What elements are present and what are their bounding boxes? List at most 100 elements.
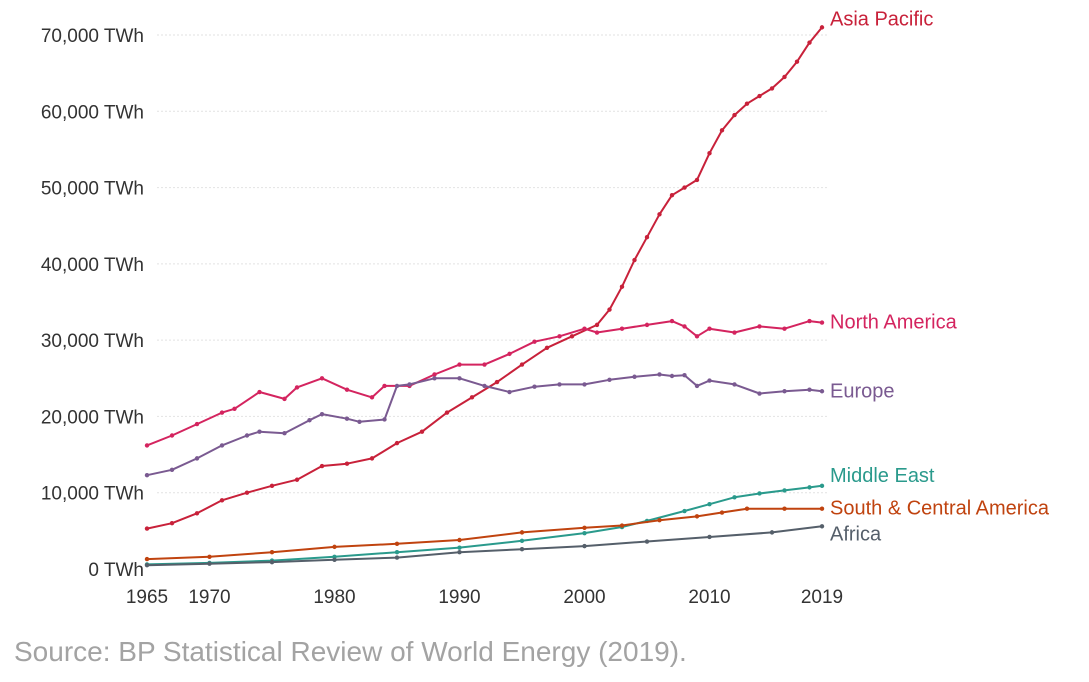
x-tick-label: 2010: [688, 587, 730, 608]
data-point-europe: [707, 378, 712, 383]
series-label-south-central-america: South & Central America: [830, 498, 1050, 520]
data-point-europe: [257, 429, 262, 434]
data-point-south-central-america: [582, 525, 587, 531]
data-point-asia-pacific: [707, 151, 712, 156]
data-point-europe: [169, 467, 175, 473]
data-point-europe: [557, 382, 562, 387]
data-point-middle-east: [332, 554, 337, 559]
data-point-europe: [482, 383, 487, 389]
data-point-europe: [669, 373, 675, 379]
data-point-asia-pacific: [607, 307, 612, 312]
data-point-asia-pacific: [694, 177, 700, 183]
data-point-asia-pacific: [219, 498, 225, 503]
data-point-europe: [407, 382, 412, 387]
data-point-africa: [144, 562, 150, 568]
data-point-south-central-america: [819, 506, 825, 511]
series-label-asia-pacific: Asia Pacific: [830, 8, 933, 30]
data-point-south-central-america: [657, 517, 662, 523]
data-point-asia-pacific: [444, 410, 450, 415]
data-point-south-central-america: [207, 554, 212, 559]
y-tick-label: 20,000 TWh: [41, 407, 144, 428]
data-point-asia-pacific: [757, 93, 762, 99]
data-point-north-america: [507, 351, 512, 357]
data-point-middle-east: [457, 545, 462, 550]
data-point-south-central-america: [782, 506, 787, 511]
data-point-asia-pacific: [807, 40, 812, 45]
data-point-europe: [807, 387, 812, 392]
data-point-asia-pacific: [394, 440, 400, 446]
data-point-south-central-america: [719, 510, 725, 515]
data-point-europe: [819, 389, 825, 394]
data-point-south-central-america: [694, 514, 700, 519]
series-labels: Asia Pacific North America Europe Middle Ea…: [830, 8, 1050, 545]
data-point-europe: [194, 456, 200, 461]
data-point-asia-pacific: [244, 490, 250, 495]
data-point-asia-pacific: [769, 86, 775, 91]
data-point-europe: [357, 419, 362, 424]
series-line-north-america: [146, 320, 823, 447]
data-point-asia-pacific: [419, 429, 425, 434]
data-point-asia-pacific: [732, 112, 737, 118]
data-point-asia-pacific: [544, 345, 550, 350]
data-point-europe: [282, 431, 287, 436]
data-point-asia-pacific: [194, 511, 200, 516]
data-point-south-central-america: [457, 537, 462, 543]
data-point-north-america: [319, 376, 325, 381]
data-point-south-central-america: [144, 556, 150, 562]
y-axis: 0 TWh 10,000 TWh 20,000 TWh 30,000 TWh 40,00…: [41, 26, 144, 581]
y-tick-label: 0 TWh: [88, 560, 144, 581]
data-point-north-america: [782, 326, 787, 331]
data-point-asia-pacific: [669, 193, 675, 198]
data-point-north-america: [232, 406, 237, 411]
data-point-middle-east: [707, 501, 712, 507]
series-line-asia-pacific: [146, 26, 823, 530]
data-point-north-america: [257, 389, 262, 395]
data-point-north-america: [432, 372, 437, 377]
data-point-asia-pacific: [644, 234, 650, 240]
data-point-north-america: [282, 396, 287, 402]
data-point-middle-east: [682, 508, 687, 514]
data-point-europe: [307, 418, 312, 423]
data-point-europe: [219, 443, 225, 448]
data-point-asia-pacific: [569, 334, 575, 339]
data-point-middle-east: [519, 538, 525, 543]
data-point-middle-east: [807, 485, 812, 490]
data-point-europe: [732, 382, 737, 387]
data-point-asia-pacific: [619, 284, 625, 289]
data-point-north-america: [194, 421, 200, 427]
data-point-asia-pacific: [269, 483, 275, 489]
series-label-north-america: North America: [830, 312, 958, 334]
data-point-middle-east: [582, 530, 587, 536]
data-point-north-america: [682, 324, 687, 329]
data-point-north-america: [819, 320, 825, 325]
data-point-north-america: [482, 362, 487, 367]
series-label-europe: Europe: [830, 380, 895, 402]
y-tick-label: 70,000 TWh: [41, 26, 144, 47]
series-label-africa: Africa: [830, 523, 882, 545]
data-point-asia-pacific: [719, 128, 725, 133]
data-point-north-america: [169, 433, 175, 438]
data-point-asia-pacific: [319, 463, 325, 469]
data-point-asia-pacific: [369, 456, 375, 461]
data-point-middle-east: [819, 483, 825, 489]
data-point-europe: [244, 433, 250, 438]
x-tick-label: 1970: [188, 587, 230, 608]
data-point-africa: [519, 546, 525, 552]
data-point-europe: [632, 374, 637, 379]
data-point-north-america: [532, 339, 537, 344]
y-tick-label: 10,000 TWh: [41, 484, 144, 505]
data-point-middle-east: [732, 495, 737, 500]
data-point-europe: [607, 377, 612, 383]
data-point-europe: [657, 372, 662, 377]
data-point-north-america: [594, 330, 600, 335]
data-point-north-america: [807, 318, 812, 324]
data-point-europe: [782, 389, 787, 394]
source-note: Source: BP Statistical Review of World E…: [14, 636, 687, 667]
data-point-europe: [757, 391, 762, 396]
data-point-asia-pacific: [782, 74, 787, 80]
data-point-asia-pacific: [294, 477, 300, 482]
x-axis: 1965 1970 1980 1990 2000 2010 2019: [126, 587, 843, 608]
data-point-asia-pacific: [144, 526, 150, 531]
data-point-north-america: [219, 410, 225, 415]
data-point-north-america: [669, 318, 675, 324]
